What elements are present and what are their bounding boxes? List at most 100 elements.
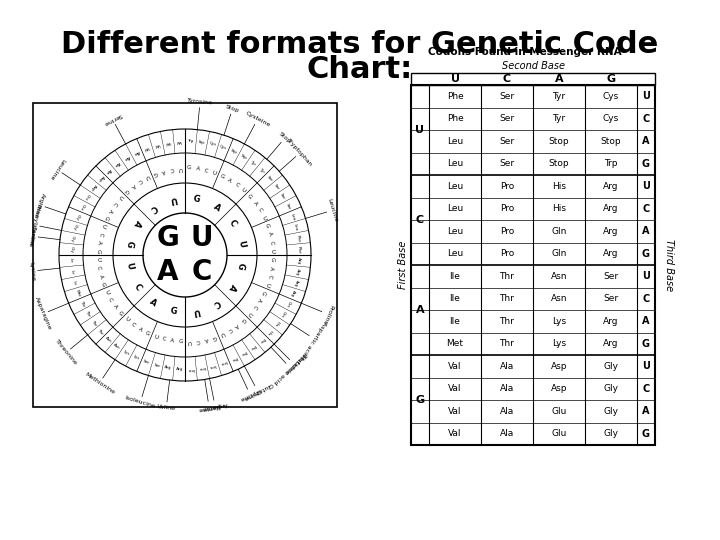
Text: U: U (96, 257, 101, 261)
Text: Methionine: Methionine (84, 371, 115, 395)
Text: U: U (124, 262, 134, 271)
Text: Chart:: Chart: (307, 55, 413, 84)
Text: Ala: Ala (122, 154, 130, 160)
Text: Trp: Trp (604, 159, 618, 168)
Text: Stop: Stop (549, 159, 570, 168)
Text: Ser: Ser (500, 114, 515, 123)
Text: Asn: Asn (104, 335, 112, 343)
Text: Gln: Gln (284, 300, 292, 308)
Text: Lys: Lys (552, 317, 566, 326)
Text: Gly: Gly (603, 429, 618, 438)
Text: Ser: Ser (500, 92, 515, 101)
Text: Arg: Arg (164, 365, 172, 370)
Text: A: A (252, 200, 258, 206)
Text: Thr: Thr (84, 309, 91, 318)
Text: A: A (269, 266, 274, 270)
Text: Ala: Ala (500, 407, 514, 416)
Text: His: His (273, 319, 280, 327)
Text: Leu: Leu (447, 159, 463, 168)
Text: Arg: Arg (176, 367, 183, 371)
Text: A: A (266, 232, 272, 237)
Text: Arg: Arg (297, 257, 301, 264)
Text: Val: Val (449, 407, 462, 416)
Text: Cysteine: Cysteine (244, 111, 271, 128)
Text: Gln: Gln (552, 249, 567, 258)
Text: Leu: Leu (447, 204, 463, 213)
Text: Leu: Leu (447, 137, 463, 146)
Text: Ser: Ser (279, 192, 287, 200)
Text: Serine: Serine (102, 112, 122, 126)
Text: Ser: Ser (153, 363, 161, 368)
Text: Alanine: Alanine (197, 403, 221, 411)
Text: Ile: Ile (449, 317, 460, 326)
Text: G: G (642, 429, 650, 438)
Text: A: A (157, 258, 179, 286)
Text: Arginine: Arginine (33, 192, 46, 218)
Text: Ala: Ala (132, 148, 140, 155)
Text: Glu: Glu (78, 202, 85, 210)
Text: Cys: Cys (219, 145, 228, 151)
Text: G: G (153, 170, 158, 176)
Text: G: G (123, 187, 130, 194)
Text: Tryptophan: Tryptophan (287, 138, 314, 168)
Text: Arg: Arg (603, 249, 618, 258)
Text: A: A (554, 74, 563, 84)
Bar (411, 73, 655, 85)
Text: Gly: Gly (603, 362, 618, 371)
Text: C: C (234, 182, 240, 188)
Text: Arg: Arg (603, 227, 618, 236)
Text: A: A (642, 136, 649, 146)
Text: U: U (642, 271, 650, 281)
Text: C: C (204, 168, 209, 173)
Text: Different formats for Genetic Code: Different formats for Genetic Code (61, 30, 659, 59)
Text: Ala: Ala (104, 167, 112, 174)
Text: Met: Met (446, 339, 464, 348)
Text: C: C (642, 204, 649, 214)
Text: A: A (161, 168, 166, 173)
Text: G: G (415, 395, 425, 405)
Text: Thr: Thr (96, 328, 104, 335)
Text: Gln: Gln (279, 309, 287, 318)
Text: C: C (130, 322, 136, 328)
Text: U: U (212, 170, 217, 176)
Text: G: G (240, 316, 247, 323)
Text: U: U (187, 339, 192, 345)
Text: Asp: Asp (89, 183, 97, 191)
Text: Pro: Pro (249, 343, 257, 350)
Text: Gly: Gly (72, 224, 77, 231)
Text: Val: Val (143, 145, 150, 151)
Text: Asn: Asn (551, 272, 567, 281)
Text: Ser: Ser (143, 359, 150, 366)
Text: G: G (219, 173, 225, 179)
Text: Ala: Ala (500, 362, 514, 371)
Text: Thr: Thr (500, 272, 514, 281)
Text: A: A (112, 304, 118, 310)
Text: His: His (266, 328, 273, 335)
Text: Ser: Ser (500, 159, 515, 168)
Text: Proline: Proline (321, 303, 333, 325)
Text: Tyr: Tyr (552, 92, 566, 101)
Text: A: A (132, 218, 143, 228)
Text: Stop: Stop (225, 104, 240, 113)
Text: G: G (170, 306, 178, 316)
Text: Leu: Leu (198, 365, 206, 370)
Text: Phe: Phe (297, 246, 301, 253)
Text: Stop: Stop (600, 137, 621, 146)
Text: C: C (96, 266, 102, 270)
Text: Leucine: Leucine (48, 158, 66, 181)
Text: Arg: Arg (603, 182, 618, 191)
Text: A: A (204, 336, 209, 342)
Text: U: U (192, 306, 200, 316)
Text: Ala: Ala (500, 384, 514, 393)
Text: U: U (123, 316, 130, 323)
Text: G: G (642, 339, 650, 349)
Text: C: C (138, 177, 143, 184)
Text: Gly: Gly (603, 407, 618, 416)
Text: A: A (642, 316, 649, 326)
Text: Ser: Ser (603, 272, 618, 281)
Text: C: C (112, 200, 118, 206)
Text: U: U (261, 215, 267, 221)
Text: U: U (451, 74, 459, 84)
Text: Ala: Ala (113, 160, 121, 167)
Text: C: C (416, 215, 424, 225)
